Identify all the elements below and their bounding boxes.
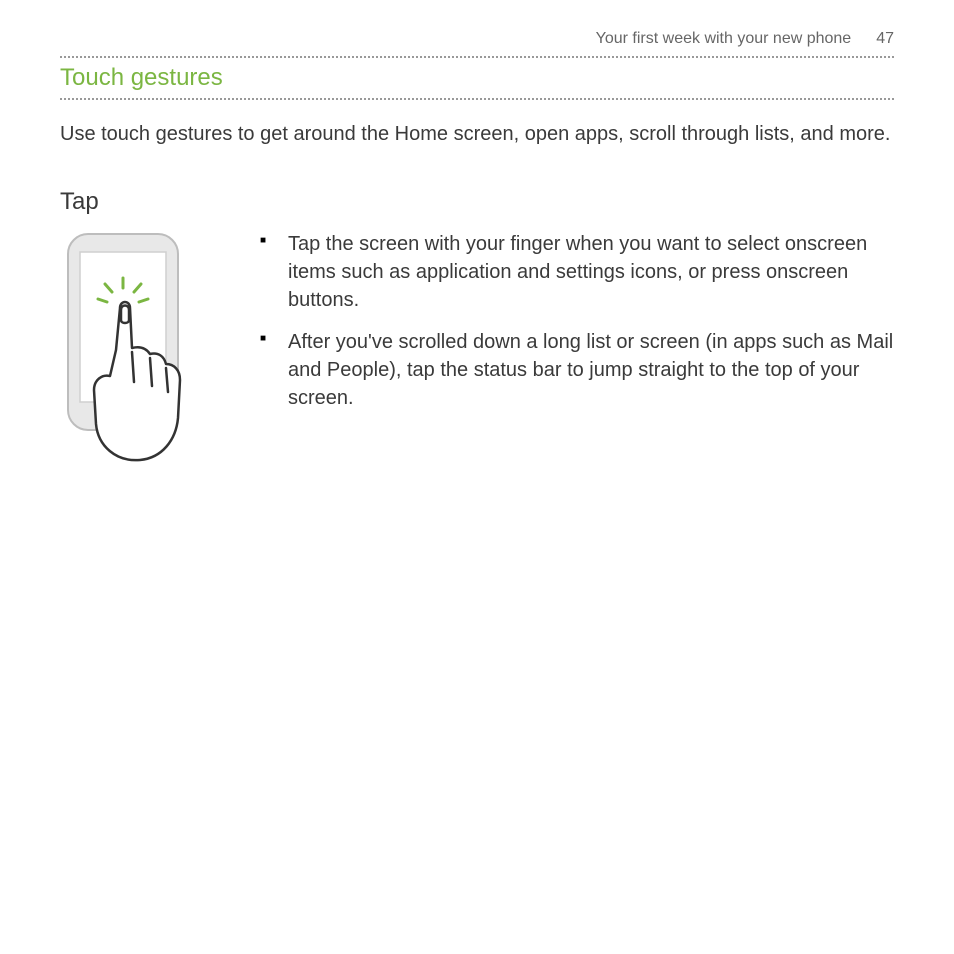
bullet-item: After you've scrolled down a long list o…	[260, 328, 894, 412]
chapter-title: Your first week with your new phone	[596, 30, 852, 48]
intro-text: Use touch gestures to get around the Hom…	[60, 120, 894, 148]
rule-bottom	[60, 98, 894, 100]
tap-row: Tap the screen with your finger when you…	[60, 230, 894, 475]
page-number: 47	[876, 30, 894, 48]
tap-bullets: Tap the screen with your finger when you…	[260, 230, 894, 426]
tap-illustration	[60, 230, 220, 475]
page-header: Your first week with your new phone 47	[60, 30, 894, 48]
tap-heading: Tap	[60, 188, 894, 216]
section-title: Touch gestures	[60, 58, 894, 98]
bullet-item: Tap the screen with your finger when you…	[260, 230, 894, 314]
phone-tap-icon	[60, 230, 220, 470]
